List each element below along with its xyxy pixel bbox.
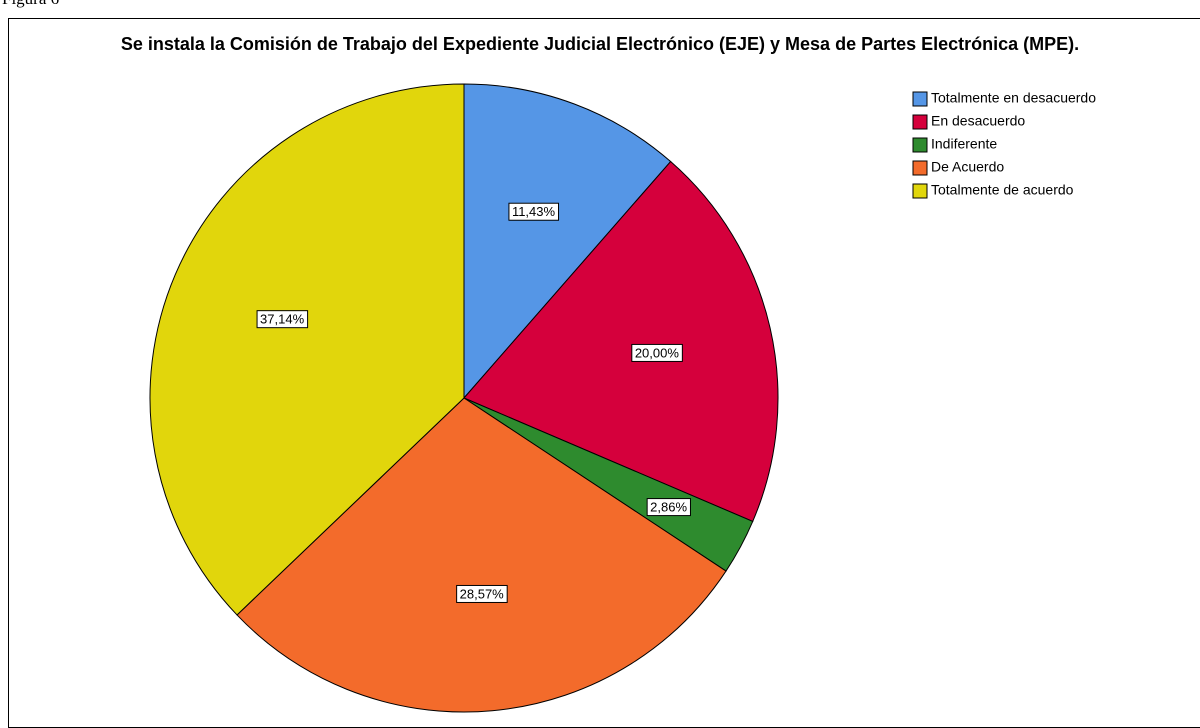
chart-title: Se instala la Comisión de Trabajo del Ex… [120, 34, 1080, 54]
legend-swatch [912, 114, 928, 130]
value-label-box [508, 202, 560, 221]
pie-slice [463, 83, 672, 400]
value-label: 11,43% [512, 204, 556, 219]
legend-swatch [912, 91, 928, 107]
legend-label: De Acuerdo [931, 159, 1004, 175]
value-label-box [631, 343, 683, 362]
caption: Figura 6 [2, 0, 59, 9]
value-label: 28,57% [460, 586, 505, 601]
pie-slice [149, 83, 465, 616]
legend-swatch [912, 160, 928, 176]
value-label-box [456, 584, 508, 603]
value-label: 2,86% [650, 500, 687, 515]
value-label-box [646, 498, 691, 517]
value-label-box [256, 310, 309, 329]
legend-label: Indiferente [931, 136, 997, 152]
legend-swatch [912, 183, 928, 199]
value-label: 20,00% [635, 345, 680, 360]
legend-label: En desacuerdo [931, 113, 1025, 129]
pie-slice [236, 397, 727, 713]
value-label: 37,14% [260, 312, 305, 327]
legend-swatch [912, 137, 928, 153]
legend-label: Totalmente en desacuerdo [931, 90, 1096, 106]
legend-label: Totalmente de acuerdo [931, 182, 1074, 198]
